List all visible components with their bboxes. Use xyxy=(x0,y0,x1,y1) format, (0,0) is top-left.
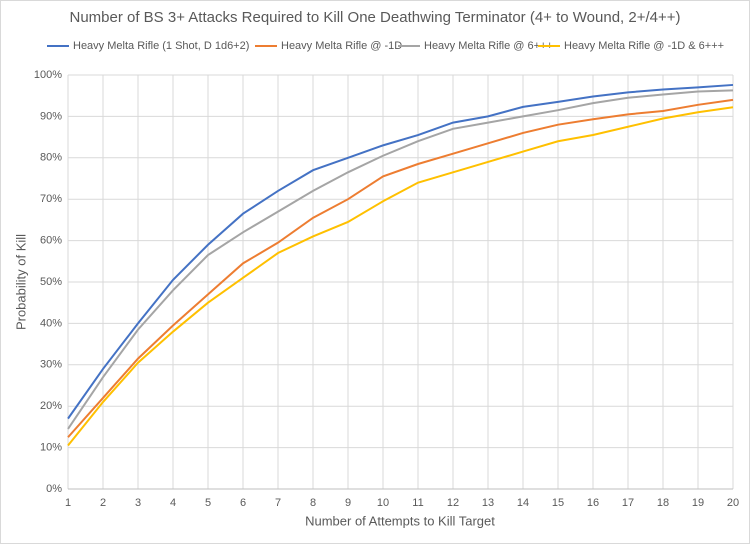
series-line xyxy=(67,98,734,438)
y-tick-label: 20% xyxy=(40,400,62,412)
chart-title: Number of BS 3+ Attacks Required to Kill… xyxy=(69,9,680,26)
x-tick-label: 3 xyxy=(135,497,141,509)
legend-label: Heavy Melta Rifle (1 Shot, D 1d6+2) xyxy=(73,40,249,52)
x-tick-label: 5 xyxy=(205,497,211,509)
legend-label: Heavy Melta Rifle @ 6+++ xyxy=(424,40,553,52)
y-tick-label: 80% xyxy=(40,152,62,164)
x-tick-label: 15 xyxy=(552,497,564,509)
y-tick-label: 10% xyxy=(40,442,62,454)
x-tick-label: 18 xyxy=(657,497,669,509)
x-tick-label: 16 xyxy=(587,497,599,509)
y-tick-label: 50% xyxy=(40,276,62,288)
series-line xyxy=(67,106,734,447)
y-tick-label: 0% xyxy=(46,483,62,495)
x-tick-label: 11 xyxy=(412,497,423,509)
legend-label: Heavy Melta Rifle @ -1D & 6+++ xyxy=(564,40,724,52)
x-tick-label: 19 xyxy=(692,497,704,509)
x-tick-label: 10 xyxy=(377,497,389,509)
x-tick-label: 17 xyxy=(622,497,634,509)
y-tick-label: 70% xyxy=(40,193,62,205)
y-tick-label: 60% xyxy=(40,235,62,247)
y-tick-label: 90% xyxy=(40,110,62,122)
x-axis-label: Number of Attempts to Kill Target xyxy=(305,513,495,528)
y-tick-label: 30% xyxy=(40,359,62,371)
x-tick-label: 9 xyxy=(345,497,351,509)
x-tick-label: 6 xyxy=(240,497,246,509)
legend-label: Heavy Melta Rifle @ -1D xyxy=(281,40,402,52)
x-tick-label: 14 xyxy=(517,497,529,509)
x-tick-label: 1 xyxy=(65,497,71,509)
series-line xyxy=(67,89,734,430)
x-tick-label: 20 xyxy=(727,497,739,509)
x-tick-label: 4 xyxy=(170,497,176,509)
y-tick-label: 100% xyxy=(34,69,62,81)
x-tick-label: 2 xyxy=(100,497,106,509)
y-axis-label: Probability of Kill xyxy=(13,234,28,330)
x-tick-label: 7 xyxy=(275,497,281,509)
y-tick-label: 40% xyxy=(40,317,62,329)
series-line xyxy=(67,83,734,420)
x-tick-label: 8 xyxy=(310,497,316,509)
x-tick-label: 13 xyxy=(482,497,494,509)
x-tick-label: 12 xyxy=(447,497,459,509)
